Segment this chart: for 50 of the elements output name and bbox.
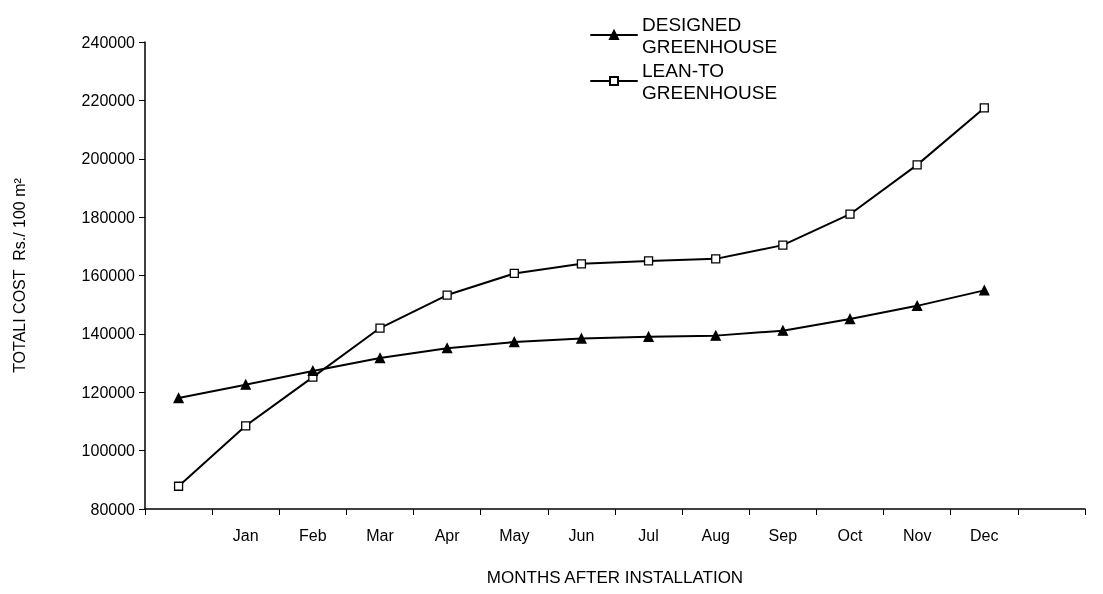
x-tick-label: Nov: [902, 526, 932, 544]
point: [777, 325, 789, 336]
point: [710, 330, 721, 341]
x-tick-label: Jan: [232, 526, 259, 544]
point: [778, 240, 788, 250]
point: [173, 392, 184, 404]
y-tick-label: 140000: [81, 325, 136, 343]
point: [845, 209, 855, 219]
x-tick-label: Feb: [299, 526, 327, 544]
x-tick-label: Jul: [638, 526, 659, 544]
y-tick-label: 220000: [81, 91, 136, 109]
point: [643, 331, 654, 342]
legend-label: LEAN-TO GREENHOUSE: [642, 59, 778, 103]
point: [441, 343, 453, 354]
point: [979, 285, 990, 296]
x-tick-label: Jun: [568, 526, 595, 544]
x-tick-label: Dec: [970, 526, 999, 544]
point: [911, 300, 923, 312]
point: [509, 268, 519, 279]
point: [240, 379, 251, 390]
y-tick-label: 80000: [90, 500, 136, 518]
point: [576, 259, 587, 269]
x-tick-label: May: [499, 526, 530, 544]
point: [307, 365, 319, 377]
y-axis-title: TOTALI COST Rs./ 100 m²: [10, 177, 28, 373]
x-tick-label: Apr: [434, 526, 461, 544]
y-tick-label: 160000: [81, 267, 136, 284]
point: [711, 254, 721, 264]
y-tick-label: 120000: [81, 383, 136, 401]
y-tick-label: 180000: [81, 208, 136, 226]
point: [509, 336, 520, 348]
x-tick-label: Oct: [837, 526, 863, 544]
point: [912, 160, 922, 170]
point: [979, 103, 989, 113]
point: [173, 481, 184, 491]
point: [374, 352, 386, 364]
x-tick-label: Sep: [768, 526, 798, 544]
point: [375, 323, 385, 333]
x-tick-label: Aug: [701, 526, 730, 544]
x-tick-label: Mar: [366, 526, 395, 544]
y-tick-label: 240000: [81, 33, 136, 51]
point: [643, 256, 654, 266]
point: [844, 313, 856, 325]
legend-label: DESIGNED GREENHOUSE: [642, 13, 778, 57]
point: [442, 290, 452, 300]
point: [241, 421, 251, 431]
y-tick-label: 100000: [81, 442, 136, 460]
point: [576, 333, 587, 344]
y-tick-label: 200000: [81, 150, 136, 168]
x-axis-title: MONTHS AFTER INSTALLATION: [486, 568, 744, 587]
